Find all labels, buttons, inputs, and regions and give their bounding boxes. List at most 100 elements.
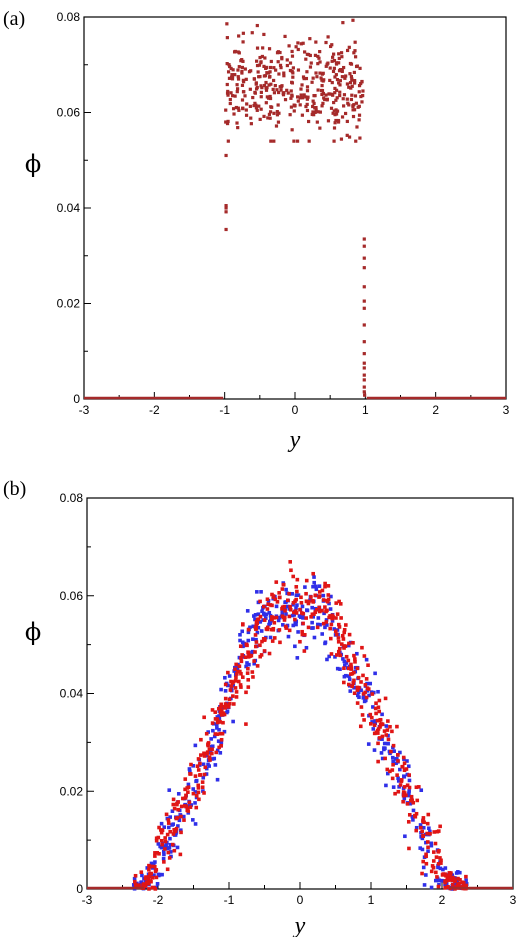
data-point (272, 139, 276, 143)
data-point-blue (139, 884, 143, 889)
data-point-red (445, 885, 450, 889)
data-point-red (452, 877, 456, 881)
data-point (331, 93, 335, 97)
data-point-red (328, 626, 332, 631)
data-point (343, 111, 348, 116)
data-point-blue (258, 620, 263, 624)
data-point-red (171, 832, 176, 836)
x-tick-label: 2 (432, 403, 439, 417)
data-point-blue (168, 815, 173, 819)
y-tick-label: 0.02 (60, 784, 84, 798)
data-point (334, 73, 338, 77)
data-point (332, 66, 336, 70)
data-point-red (176, 807, 180, 812)
data-point (337, 81, 341, 85)
data-point (333, 121, 337, 125)
data-point-red (241, 675, 245, 679)
data-point-blue (421, 825, 426, 830)
data-point-red (389, 749, 393, 754)
data-point (240, 83, 245, 87)
data-point-red (342, 680, 346, 685)
data-point-red (311, 600, 315, 604)
data-point-red (373, 706, 378, 711)
data-point (267, 112, 272, 116)
data-point-red (401, 755, 406, 760)
data-point-red (199, 737, 203, 742)
data-point-red (217, 745, 221, 750)
data-point-red (352, 670, 356, 675)
data-point (329, 44, 333, 49)
data-point-blue (380, 737, 384, 741)
data-point-red (362, 718, 366, 722)
data-point-red (366, 663, 370, 668)
data-point-red (265, 625, 270, 630)
data-point-blue (217, 716, 222, 721)
data-point-red (262, 638, 267, 642)
data-point (253, 91, 257, 95)
data-point-red (237, 664, 242, 669)
data-point (339, 137, 344, 141)
data-point (315, 75, 319, 79)
data-point (290, 49, 294, 54)
data-point (255, 108, 259, 112)
data-point-red (438, 856, 442, 860)
data-point-red (299, 595, 303, 600)
data-point-red (228, 688, 233, 692)
data-point-blue (244, 664, 248, 669)
data-point (299, 42, 303, 46)
data-point (243, 67, 247, 71)
data-point (292, 139, 296, 143)
data-point-blue (186, 782, 191, 787)
data-point-blue (357, 695, 361, 700)
data-point-red (243, 655, 248, 659)
data-point-red (159, 830, 164, 835)
data-point (311, 110, 315, 114)
data-point-red (150, 885, 155, 890)
data-point-blue (167, 846, 172, 850)
data-point-red (405, 783, 410, 788)
data-point-red (447, 871, 452, 875)
data-point-blue (391, 759, 395, 764)
data-point-red (376, 759, 380, 764)
data-point (323, 97, 327, 102)
data-point-red (443, 885, 448, 890)
data-point-blue (248, 625, 252, 630)
data-point-red (272, 616, 276, 620)
data-point (362, 237, 366, 241)
data-point-blue (215, 726, 219, 730)
data-point-blue (245, 661, 249, 665)
data-point-red (399, 779, 404, 783)
data-point-red (347, 632, 352, 637)
data-point-red (313, 610, 318, 614)
data-point-red (267, 651, 272, 656)
data-point-red (378, 725, 382, 729)
data-point (304, 76, 309, 81)
data-point-red (258, 614, 263, 619)
data-point (262, 32, 266, 37)
data-point-red (178, 852, 183, 857)
data-point-red (390, 729, 394, 734)
data-point (277, 90, 281, 95)
data-point (289, 89, 293, 93)
data-point-red (395, 724, 399, 729)
data-point-blue (211, 728, 215, 733)
data-point (362, 378, 366, 382)
data-point-red (376, 741, 380, 746)
y-axis-label: ϕ (25, 618, 41, 646)
data-point (321, 71, 325, 75)
y-tick-label: 0.02 (57, 297, 81, 311)
data-point-red (175, 816, 180, 820)
data-point-blue (286, 634, 291, 639)
data-point-red (329, 652, 334, 656)
data-point-red (380, 722, 385, 727)
data-points (224, 18, 367, 397)
data-point-blue (373, 719, 377, 723)
data-point-red (431, 850, 436, 854)
data-point-blue (214, 722, 219, 727)
data-point (298, 96, 302, 100)
data-point-red (234, 690, 239, 694)
panel-label: (a) (3, 8, 25, 30)
data-point (303, 50, 307, 54)
data-point (258, 55, 262, 60)
data-point-red (210, 708, 215, 712)
